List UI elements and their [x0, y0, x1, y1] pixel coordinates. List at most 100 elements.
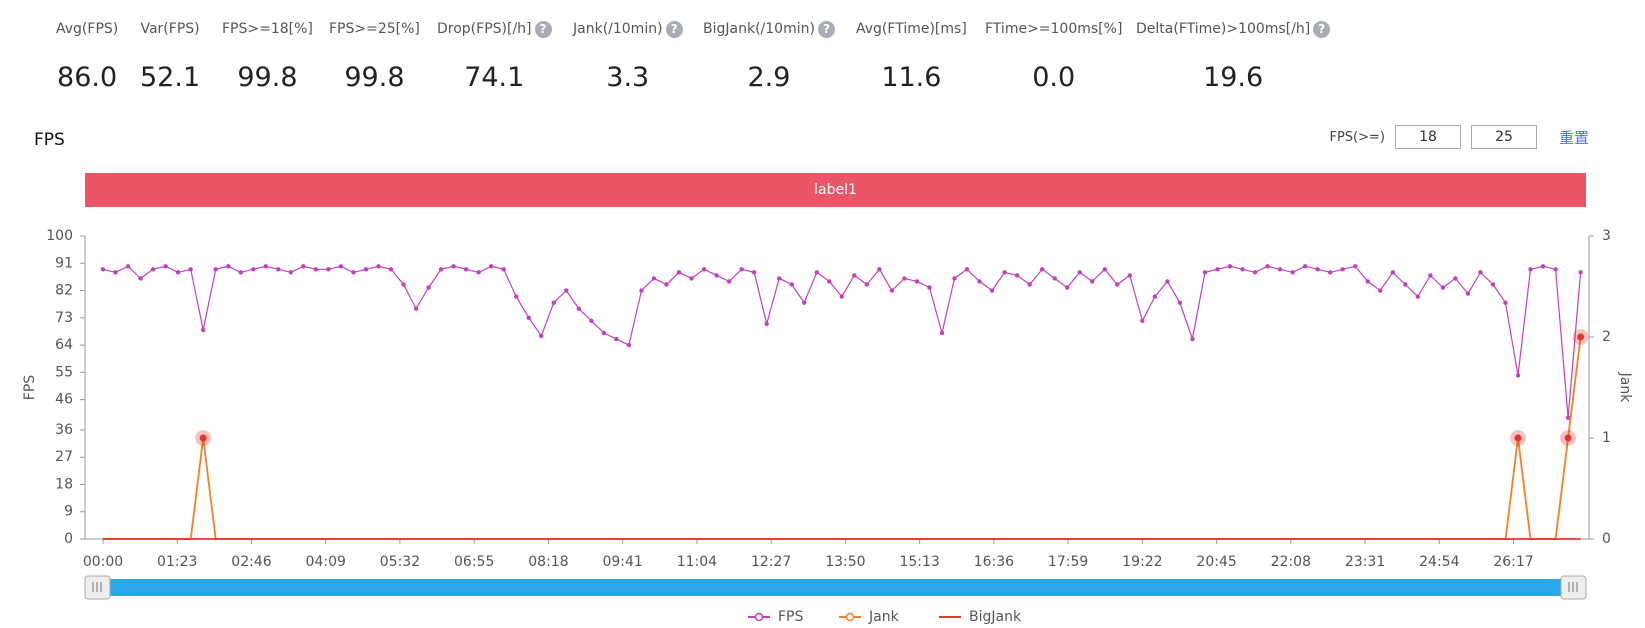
data-point — [476, 270, 481, 275]
metric-value: 3.3 — [606, 62, 650, 93]
threshold-controls: FPS(>=) 18 25 重置 — [1329, 125, 1589, 149]
help-icon[interactable]: ? — [665, 20, 683, 38]
data-point — [1177, 300, 1183, 305]
series-line — [102, 265, 1582, 418]
data-point — [989, 288, 995, 293]
data-point — [1465, 291, 1471, 296]
data-point — [864, 282, 870, 287]
data-point — [1090, 279, 1095, 284]
data-point — [1127, 273, 1133, 278]
threshold-input[interactable]: 18 — [1394, 125, 1461, 149]
metric-name: Avg(FTime)[ms] — [856, 21, 967, 37]
data-point — [789, 282, 794, 287]
x-tick-label: 20:45 — [1196, 554, 1236, 570]
data-point — [1490, 282, 1496, 287]
legend-dot — [845, 612, 855, 622]
legend-label: BigJank — [969, 609, 1022, 625]
data-point — [1415, 294, 1421, 299]
metric: FTime>=100ms[%] 0.0 — [985, 18, 1122, 93]
metric-name: Drop(FPS)[/h] — [437, 21, 532, 37]
data-point — [1002, 270, 1007, 275]
data-point — [1027, 282, 1032, 287]
metric-name: Jank(/10min) — [573, 21, 663, 37]
threshold-input[interactable]: 25 — [1470, 125, 1537, 149]
data-point — [1102, 267, 1107, 272]
reset-link[interactable]: 重置 — [1558, 128, 1589, 147]
y2-tick-label: 1 — [1602, 430, 1611, 446]
x-tick-label: 11:04 — [677, 554, 717, 570]
metric-label: Avg(FPS) — [56, 18, 118, 40]
data-point — [651, 276, 657, 281]
data-point — [1378, 288, 1383, 293]
x-tick-label: 08:18 — [528, 554, 568, 570]
data-point — [1578, 270, 1583, 275]
data-point — [764, 321, 769, 327]
metric-label: Delta(FTime)>100ms[/h]? — [1136, 18, 1331, 40]
data-point — [1428, 273, 1433, 278]
legend: FPS Jank BigJank — [748, 609, 1022, 625]
metric-name: FPS>=18[%] — [222, 21, 313, 37]
zoom-slider[interactable] — [85, 579, 1586, 596]
data-point — [1140, 318, 1145, 324]
jank-point — [1514, 434, 1522, 442]
jank-point — [1577, 333, 1585, 341]
help-icon[interactable]: ? — [817, 20, 835, 38]
data-point — [1365, 279, 1370, 284]
data-point — [526, 315, 531, 321]
y-tick-label: 27 — [55, 449, 73, 465]
y2-tick-label: 0 — [1602, 531, 1611, 547]
data-point — [451, 264, 456, 269]
data-point — [1077, 270, 1082, 275]
x-tick-label: 05:32 — [380, 554, 420, 570]
data-point — [1353, 264, 1358, 269]
y2-tick-label: 3 — [1602, 228, 1611, 244]
data-point — [914, 279, 920, 284]
y-tick-label: 82 — [55, 283, 73, 299]
x-tick-label: 17:59 — [1048, 554, 1088, 570]
data-point — [1440, 285, 1446, 290]
data-point — [952, 276, 957, 281]
data-point — [426, 285, 431, 290]
data-point — [639, 288, 644, 293]
data-point — [1403, 282, 1408, 287]
data-point — [902, 276, 907, 281]
jank-point — [1564, 434, 1572, 442]
help-icon[interactable]: ? — [534, 20, 552, 38]
x-tick-label: 00:00 — [83, 554, 123, 570]
data-point — [1277, 267, 1283, 272]
data-point — [664, 282, 669, 287]
metric: FPS>=18[%] 99.8 — [222, 18, 313, 93]
data-point — [1014, 273, 1020, 278]
data-point — [1152, 294, 1158, 299]
y-tick-label: 73 — [55, 310, 73, 326]
data-point — [138, 276, 143, 281]
metric: Drop(FPS)[/h]? 74.1 — [437, 18, 552, 93]
data-point — [927, 285, 932, 290]
x-tick-label: 15:13 — [899, 554, 939, 570]
help-icon[interactable]: ? — [1313, 20, 1331, 38]
metric-label: FTime>=100ms[%] — [985, 18, 1122, 40]
x-tick-label: 06:55 — [454, 554, 494, 570]
metric-value: 99.8 — [344, 62, 405, 93]
y-tick-label: 9 — [64, 504, 73, 520]
metric: Avg(FTime)[ms] 11.6 — [856, 18, 967, 93]
metric-name: Avg(FPS) — [56, 21, 119, 37]
data-point — [1252, 270, 1258, 275]
data-point — [739, 267, 744, 272]
data-point — [614, 336, 619, 342]
data-point — [514, 294, 519, 299]
data-point — [726, 279, 732, 284]
legend-label: Jank — [868, 609, 900, 625]
data-point — [1215, 267, 1220, 272]
metric-value: 0.0 — [1032, 62, 1076, 93]
x-tick-label: 26:17 — [1493, 554, 1533, 570]
data-point — [488, 264, 494, 269]
data-point — [1240, 267, 1245, 272]
data-point — [802, 300, 807, 305]
data-point — [413, 306, 419, 311]
data-point — [501, 267, 506, 272]
data-point — [1302, 264, 1308, 269]
x-tick-label: 24:54 — [1419, 554, 1459, 570]
data-point — [376, 264, 381, 269]
